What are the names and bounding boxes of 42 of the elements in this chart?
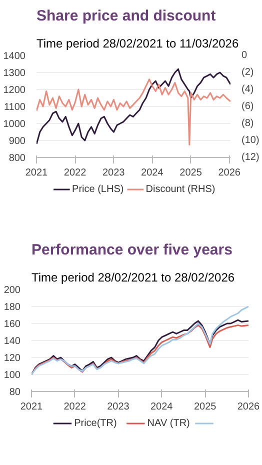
y2-tick-label: 0 xyxy=(242,50,248,61)
x-tick-label: 2026 xyxy=(237,402,260,412)
y2-tick-label: (8) xyxy=(242,118,254,129)
y-tick-label: 180 xyxy=(4,302,21,313)
chart-title: Share price and discount xyxy=(36,8,216,24)
x-tick-label: 2022 xyxy=(64,402,86,412)
y2-tick-label: (4) xyxy=(242,84,254,95)
y-tick-label: 200 xyxy=(4,285,21,296)
x-tick-label: 2024 xyxy=(141,168,164,178)
x-tick-label: 2024 xyxy=(150,402,174,412)
x-tick-label: 2025 xyxy=(194,402,217,412)
y2-tick-label: (2) xyxy=(242,67,254,78)
y2-tick-label: (12) xyxy=(242,152,260,163)
y-tick-label: 900 xyxy=(8,136,26,147)
y-tick-label: 80 xyxy=(9,387,21,398)
y-tick-label: 100 xyxy=(4,370,21,381)
y-tick-label: 1100 xyxy=(4,102,26,113)
legend-label: Price (LHS) xyxy=(72,184,124,195)
x-tick-label: 2021 xyxy=(20,402,44,412)
chart-subtitle: Time period 28/02/2021 to 28/02/2026 xyxy=(32,270,235,284)
y-tick-label: 120 xyxy=(4,353,21,364)
y2-tick-label: (6) xyxy=(242,101,254,112)
legend-label: Discount (RHS) xyxy=(146,184,216,195)
y2-tick-label: (10) xyxy=(242,135,260,146)
x-tick-label: 2021 xyxy=(25,168,48,178)
y-tick-label: 1000 xyxy=(3,119,26,130)
x-tick-label: 2023 xyxy=(107,402,130,412)
x-tick-label: 2022 xyxy=(64,168,87,178)
legend-label: NAV (TR) xyxy=(147,418,190,429)
legend-label: Price(TR) xyxy=(74,418,117,429)
y-tick-label: 140 xyxy=(4,336,21,347)
y-tick-label: 1400 xyxy=(3,51,26,62)
y-tick-label: 160 xyxy=(4,319,21,330)
chart-title: Performance over five years xyxy=(32,242,232,258)
line-series xyxy=(32,306,248,376)
x-tick-label: 2026 xyxy=(218,168,241,178)
y-tick-label: 1200 xyxy=(3,85,26,96)
y-tick-label: 1300 xyxy=(3,68,26,79)
x-tick-label: 2025 xyxy=(180,168,202,178)
x-tick-label: 2023 xyxy=(102,168,126,178)
chart-subtitle: Time period 28/02/2021 to 11/03/2026 xyxy=(36,36,239,50)
y-tick-label: 800 xyxy=(8,153,26,164)
